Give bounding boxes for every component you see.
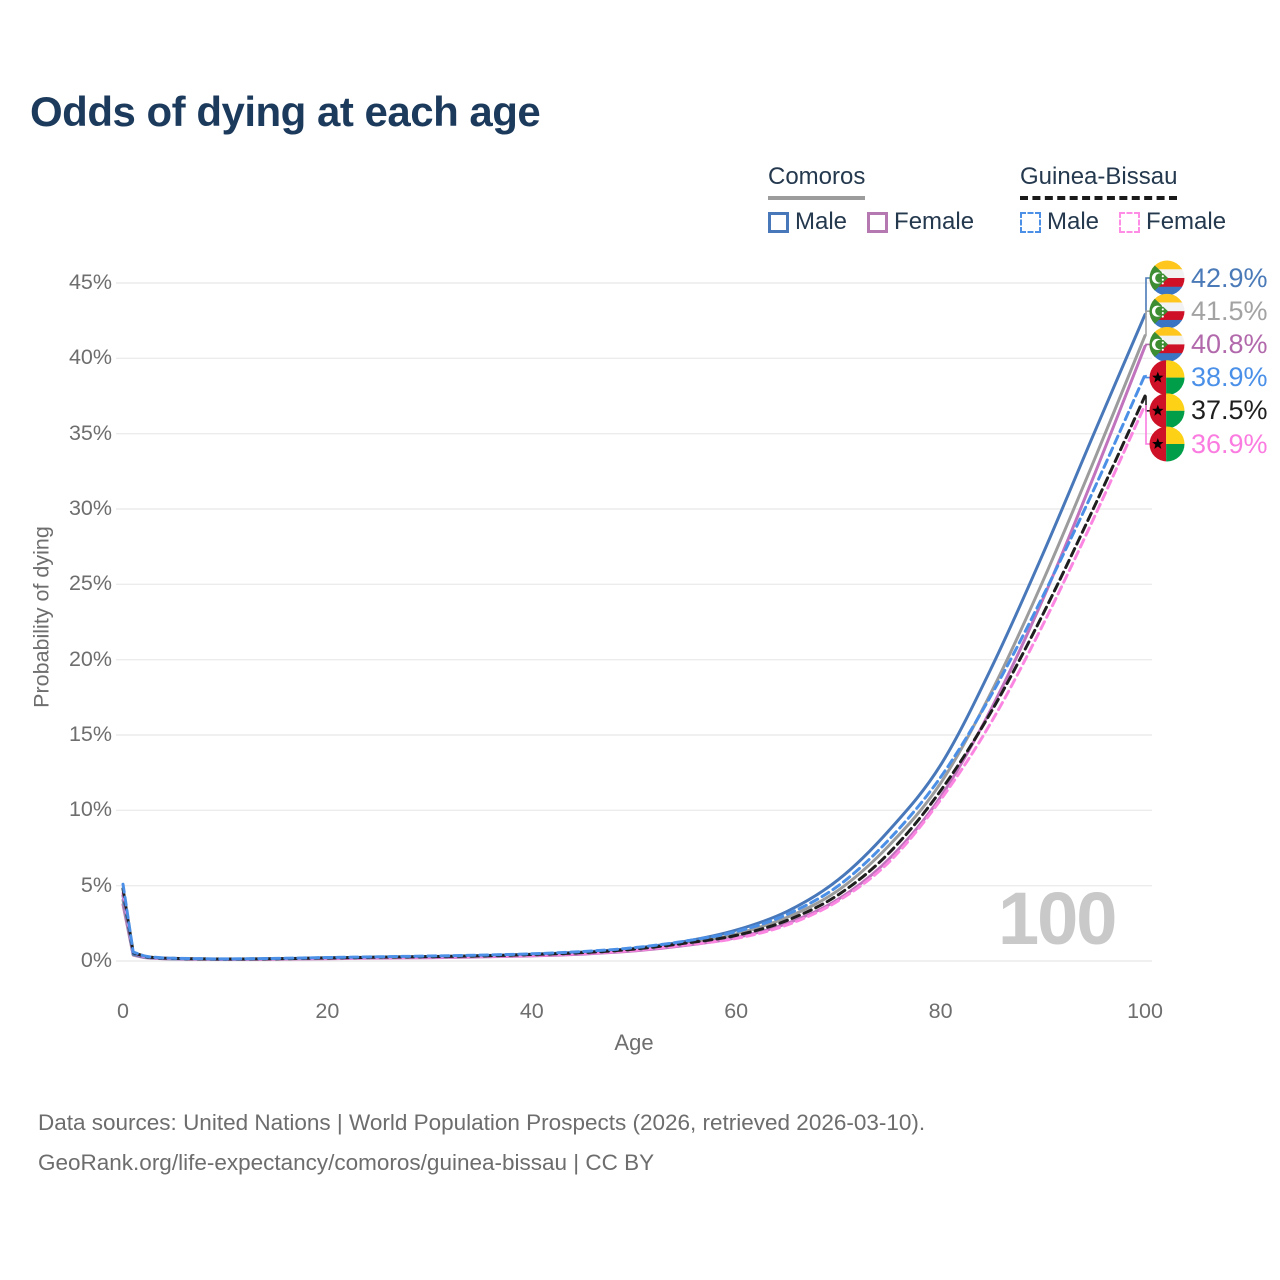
legend-item-guinea-bissau-female[interactable]: Female bbox=[1119, 208, 1226, 236]
end-label-value-guinea-bissau-female: 36.9% bbox=[1191, 428, 1268, 459]
y-tick-label-25: 25% bbox=[68, 571, 112, 596]
end-label-connector-guinea-bissau-male bbox=[1145, 374, 1151, 379]
comoros-flag-icon bbox=[1149, 293, 1185, 329]
legend-item-label: Male bbox=[1047, 208, 1100, 235]
legend-country-comoros: Comoros bbox=[768, 163, 866, 200]
legend-swatch-comoros-female[interactable] bbox=[867, 211, 889, 233]
x-tick-label-0: 0 bbox=[117, 999, 129, 1023]
y-tick-label-35: 35% bbox=[68, 420, 112, 445]
comoros-flag-icon bbox=[1149, 260, 1185, 296]
end-label-value-guinea-bissau-both: 37.5% bbox=[1191, 395, 1268, 426]
series-line-comoros-male[interactable] bbox=[121, 313, 1147, 961]
series-line-comoros-female[interactable] bbox=[121, 344, 1147, 961]
y-tick-label-10: 10% bbox=[68, 797, 112, 822]
end-label-value-guinea-bissau-male: 38.9% bbox=[1191, 362, 1268, 393]
comoros-flag-icon bbox=[1149, 326, 1185, 362]
legend-item-guinea-bissau-male[interactable]: Male bbox=[1020, 208, 1099, 236]
end-label-connector-comoros-female bbox=[1145, 343, 1151, 347]
legend-item-comoros-male[interactable]: Male bbox=[768, 208, 847, 236]
y-tick-label-20: 20% bbox=[68, 646, 112, 671]
guinea-bissau-flag-icon bbox=[1149, 360, 1185, 396]
x-tick-label-20: 20 bbox=[315, 999, 340, 1023]
series-line-guinea-bissau-male[interactable] bbox=[121, 373, 1147, 961]
age-counter-watermark: 100 bbox=[998, 877, 1117, 960]
series-line-guinea-bissau-female[interactable] bbox=[121, 403, 1147, 961]
legend-item-label: Female bbox=[1146, 208, 1227, 235]
end-label-value-comoros-male: 42.9% bbox=[1191, 262, 1268, 293]
data-sources-text: Data sources: United Nations | World Pop… bbox=[38, 1110, 926, 1135]
legend-swatch-comoros-male[interactable] bbox=[768, 211, 789, 233]
series-line-comoros-both[interactable] bbox=[121, 334, 1147, 961]
x-tick-label-60: 60 bbox=[724, 999, 749, 1023]
y-tick-label-40: 40% bbox=[68, 345, 112, 370]
y-tick-label-30: 30% bbox=[68, 496, 112, 520]
source-url-link[interactable]: GeoRank.org/life-expectancy/comoros/guin… bbox=[38, 1150, 655, 1175]
page-title: Odds of dying at each age bbox=[30, 88, 541, 135]
end-label-value-comoros-both: 41.5% bbox=[1191, 295, 1268, 326]
legend-item-label: Male bbox=[795, 208, 848, 235]
x-tick-label-80: 80 bbox=[928, 999, 953, 1023]
x-tick-label-40: 40 bbox=[519, 999, 544, 1023]
end-label-connector-guinea-bissau-female bbox=[1145, 405, 1151, 445]
legend-swatch-guinea-bissau-female[interactable] bbox=[1119, 211, 1141, 233]
end-label-connector-comoros-male bbox=[1145, 277, 1151, 315]
x-axis-title: Age bbox=[614, 1030, 654, 1055]
legend-group-comoros: Comoros Male Female bbox=[768, 163, 974, 236]
legend-group-guinea-bissau: Guinea-Bissau Male Female bbox=[1020, 163, 1226, 236]
series-line-guinea-bissau-both[interactable] bbox=[121, 394, 1147, 961]
end-label-value-comoros-female: 40.8% bbox=[1191, 328, 1268, 359]
x-tick-label-100: 100 bbox=[1127, 999, 1163, 1023]
y-tick-label-0: 0% bbox=[80, 948, 112, 972]
y-tick-label-5: 5% bbox=[80, 872, 112, 897]
legend-country-guinea-bissau: Guinea-Bissau bbox=[1020, 163, 1178, 200]
guinea-bissau-flag-icon bbox=[1149, 393, 1185, 429]
legend-swatch-guinea-bissau-male[interactable] bbox=[1020, 211, 1041, 233]
y-tick-label-15: 15% bbox=[68, 722, 112, 746]
legend-item-label: Female bbox=[894, 208, 975, 235]
end-label-connector-comoros-both bbox=[1145, 310, 1151, 336]
y-tick-label-45: 45% bbox=[68, 270, 112, 294]
legend-item-comoros-female[interactable]: Female bbox=[867, 208, 974, 236]
